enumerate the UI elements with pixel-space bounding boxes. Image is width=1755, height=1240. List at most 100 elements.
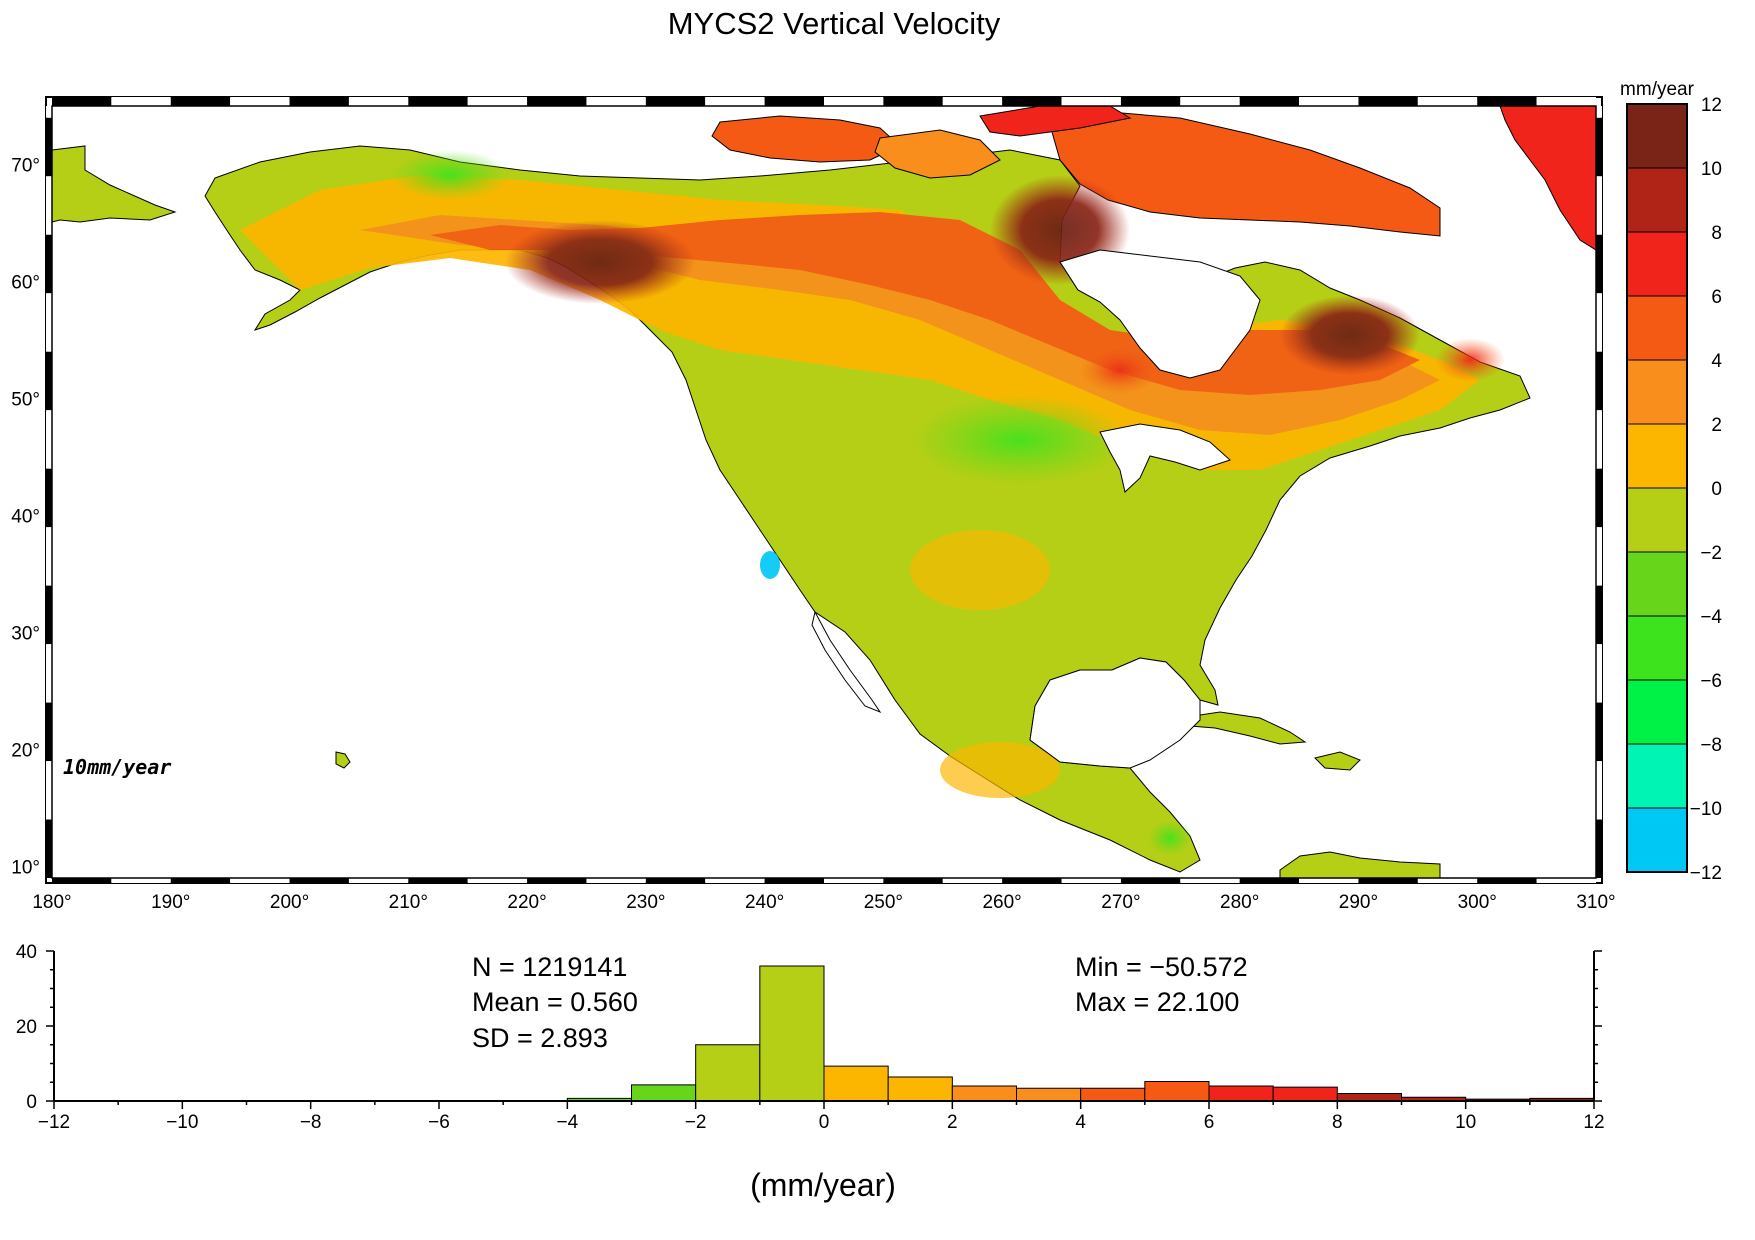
longitude-tick-label: 270° [1101, 892, 1140, 913]
colorbar-tick-label: −12 [1690, 863, 1722, 884]
subsidence-yukon [390, 150, 510, 200]
histogram-x-ticks: −12 −10 −8 −6 −4 −2 0 2 4 6 8 10 12 [38, 1101, 1605, 1133]
border-segment-bottom [467, 878, 528, 883]
histogram-y-ticks: 0 20 40 [16, 942, 1602, 1113]
longitude-tick-label: 310° [1576, 892, 1615, 913]
colorbar-tick-label: −10 [1690, 799, 1722, 820]
histogram-x-tick-label: 10 [1455, 1112, 1476, 1133]
landmass-hispaniola [1314, 751, 1361, 771]
border-segment-top [1358, 97, 1418, 106]
water-bodies [811, 249, 1261, 769]
border-segment-bottom [1417, 878, 1478, 883]
stat-sd: SD = 2.893 [472, 1023, 608, 1053]
histogram-bar [1272, 1086, 1338, 1102]
border-segment-top [1536, 97, 1596, 106]
histogram-panel: −12 −10 −8 −6 −4 −2 0 2 4 6 8 10 12 0 20 40 N = 121914… [16, 942, 1605, 1203]
border-segment-bottom [705, 878, 765, 883]
longitude-tick-label: 300° [1458, 892, 1497, 913]
colorbar-tick-label: −2 [1700, 543, 1722, 564]
border-segment-top [705, 97, 765, 106]
colorbar-tick-label: −8 [1700, 735, 1722, 756]
border-segment-bottom [52, 878, 112, 883]
border-segment-bottom [1239, 878, 1300, 883]
longitude-tick-label: 240° [745, 892, 784, 913]
longitude-tick-label: 180° [32, 892, 71, 913]
histogram-y-tick-label: 20 [16, 1017, 37, 1038]
colorbar-swatch [1626, 359, 1688, 425]
histogram-x-tick-label: −6 [428, 1112, 450, 1133]
hotspot-labrador [1435, 338, 1505, 382]
border-segment-top [586, 97, 646, 106]
border-segment-left [46, 527, 52, 586]
border-segment-bottom [527, 878, 587, 883]
histogram-x-tick-label: 8 [1332, 1112, 1343, 1133]
landmass-hawaii [335, 751, 351, 769]
border-segment-top [1180, 97, 1240, 106]
histogram-x-tick-label: 4 [1075, 1112, 1086, 1133]
border-segment-right [1596, 468, 1602, 528]
border-segment-top [289, 97, 349, 106]
colorbar-tick-label: 2 [1711, 415, 1722, 436]
border-segment-top [1417, 97, 1478, 106]
border-segment-left [46, 234, 52, 294]
border-segment-top [1002, 97, 1062, 106]
border-segment-top [170, 97, 231, 106]
histogram-x-tick-label: −4 [556, 1112, 578, 1133]
border-segment-left [46, 176, 52, 235]
histogram-bar [823, 1065, 889, 1102]
border-segment-left [46, 585, 52, 645]
colorbar-tick-label: 6 [1711, 287, 1722, 308]
colorbar-unit-label: mm/year [1620, 79, 1695, 100]
longitude-tick-label: 260° [982, 892, 1021, 913]
histogram-bar [759, 965, 825, 1102]
hotspot-ontario [1080, 346, 1160, 394]
border-segment-right [1596, 106, 1602, 118]
border-segment-right [1596, 176, 1602, 235]
longitude-tick-label: 290° [1339, 892, 1378, 913]
longitude-tick-label: 230° [626, 892, 665, 913]
border-segment-bottom [111, 878, 171, 883]
border-segment-right [1596, 527, 1602, 586]
border-segment-top [942, 97, 1003, 106]
border-segment-top [467, 97, 528, 106]
gulf-of-mexico [1029, 657, 1201, 769]
border-segment-top [1061, 97, 1121, 106]
latitude-tick-label: 30° [11, 623, 40, 644]
border-segment-right [1596, 585, 1602, 645]
hotspot-alaska [505, 220, 695, 304]
histogram-x-tick-label: 2 [947, 1112, 958, 1133]
border-segment-right [1596, 761, 1602, 820]
border-segment-left [46, 644, 52, 703]
border-segment-bottom [764, 878, 824, 883]
border-segment-top [1477, 97, 1537, 106]
colorbar-swatch [1626, 743, 1688, 809]
longitude-tick-label: 200° [270, 892, 309, 913]
stat-mean: Mean = 0.560 [472, 987, 638, 1017]
colorbar-swatch [1626, 295, 1688, 361]
colorbar-swatch [1626, 231, 1688, 297]
colorbar-swatch [1626, 423, 1688, 489]
colorbar-swatch [1626, 487, 1688, 553]
colorbar-ticks: 12 10 8 6 4 2 0 −2 −4 −6 −8 −10 −12 [1690, 95, 1723, 884]
stat-max: Max = 22.100 [1075, 987, 1239, 1017]
landmass-victoria-island [874, 129, 1001, 179]
border-segment-top [111, 97, 171, 106]
histogram-bar [1144, 1081, 1210, 1102]
border-segment-bottom [408, 878, 468, 883]
border-segment-right [1596, 819, 1602, 878]
histogram-bars [566, 965, 1595, 1102]
longitude-labels: 180° 190° 200° 210° 220° 230° 240° 250° 260° 270°… [32, 892, 1615, 913]
landmass-ellesmere [979, 106, 1132, 137]
border-segment-bottom [230, 878, 290, 883]
landmass-arctic-islands [711, 115, 901, 163]
velocity-scale-label: 10mm/year [63, 755, 171, 779]
border-segment-bottom [1299, 878, 1359, 883]
border-segment-bottom [942, 878, 1003, 883]
map-inner-frame [51, 105, 1597, 879]
border-segment-top [883, 97, 943, 106]
subsidence-california [760, 551, 780, 579]
border-segment-left [46, 106, 52, 118]
border-segment-right [1596, 351, 1602, 411]
border-segment-bottom [348, 878, 409, 883]
histogram-bar [1336, 1093, 1403, 1102]
